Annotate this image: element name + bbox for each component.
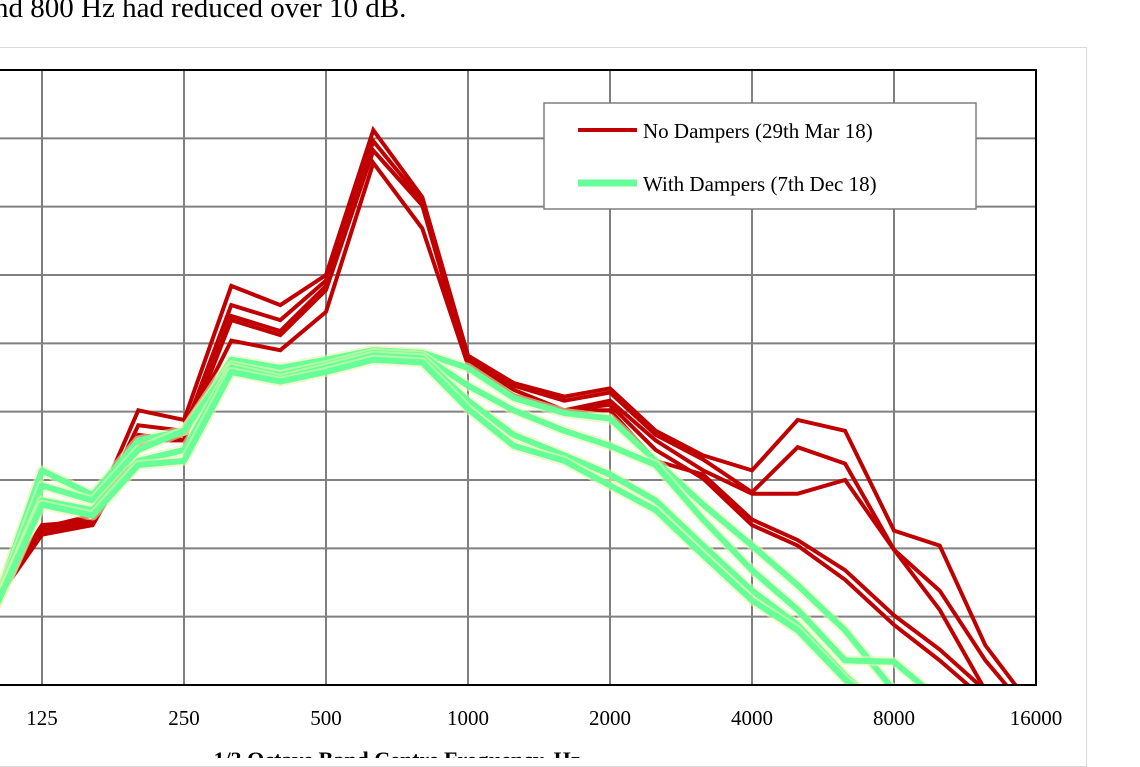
plot-border [0,69,1037,686]
legend-box [543,102,977,210]
x-tick-label: 2000 [589,706,631,730]
x-tick-label: 125 [26,706,58,730]
x-tick-label: 16000 [1010,706,1063,730]
series-line-no-dampers [0,125,1018,685]
series-glow [0,350,863,685]
series-line-with-dampers [0,349,927,685]
series-glow [0,354,860,685]
series-line-with-dampers [0,352,860,685]
legend-label-no-dampers: No Dampers (29th Mar 18) [643,119,873,143]
legend-label-with-dampers: With Dampers (7th Dec 18) [643,172,877,196]
x-tick-labels: 125 250 500 1000 2000 4000 8000 16000 [26,706,1062,730]
legend: No Dampers (29th Mar 18) With Dampers (7… [543,102,977,210]
x-tick-label: 250 [168,706,200,730]
series-glow [0,345,896,685]
grid [0,70,1036,685]
x-tick-label: 4000 [731,706,773,730]
x-tick-label: 1000 [447,706,489,730]
x-tick-label: 8000 [873,706,915,730]
series-line-no-dampers [0,137,1009,685]
series-line-with-dampers [0,356,857,685]
x-axis-title: 1/3 Octave Band Centre Frequency, Hz [213,747,580,758]
intro-text: nd 800 Hz had reduced over 10 dB. [0,0,407,24]
x-tick-label: 500 [310,706,342,730]
series-line-with-dampers [0,347,894,685]
series-lines [0,125,1018,685]
